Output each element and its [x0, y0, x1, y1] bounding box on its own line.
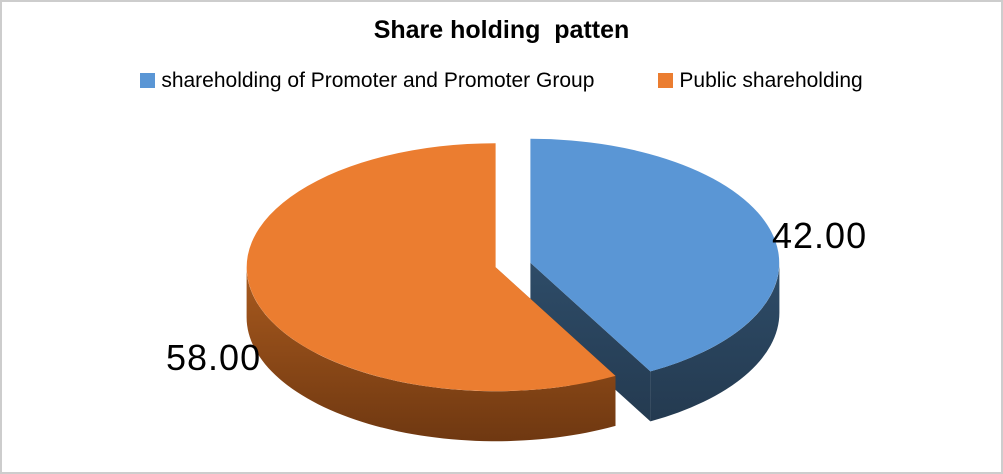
data-label-public: 58.00	[166, 337, 262, 378]
legend-marker-promoter-icon	[140, 73, 156, 89]
pie-rim-public	[246, 267, 616, 442]
pie-tops	[246, 138, 780, 392]
pie-rim-promoter	[650, 262, 780, 422]
legend-label-public: Public shareholding	[679, 69, 863, 92]
pie-slice-promoter[interactable]	[530, 138, 780, 372]
data-label-promoter: 42.00	[772, 215, 868, 256]
legend-entry-promoter[interactable]: shareholding of Promoter and Promoter Gr…	[140, 68, 594, 93]
legend-label-promoter: shareholding of Promoter and Promoter Gr…	[161, 69, 595, 92]
pie-slice-public[interactable]	[246, 143, 616, 392]
pie-cutface-promoter	[530, 262, 651, 422]
legend-marker-public-icon	[658, 73, 674, 89]
legend: shareholding of Promoter and Promoter Gr…	[2, 68, 1001, 93]
legend-entry-public[interactable]: Public shareholding	[658, 68, 863, 93]
chart-title: Share holding patten	[373, 16, 630, 44]
